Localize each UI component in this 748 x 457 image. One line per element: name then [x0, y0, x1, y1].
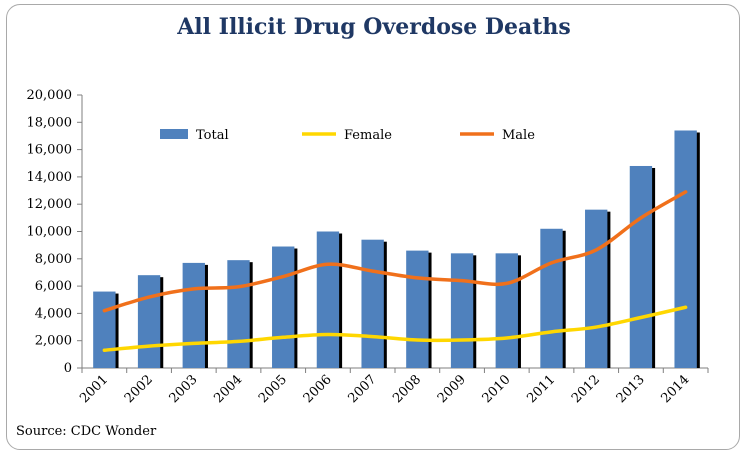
- bar-total: [450, 253, 474, 368]
- y-tick-label: 4,000: [35, 306, 72, 321]
- bar-total: [93, 291, 116, 368]
- legend: Total Female Male: [160, 128, 535, 143]
- x-tick-label: 2004: [211, 372, 245, 406]
- bar-total: [272, 246, 295, 368]
- y-tick-label: 14,000: [27, 170, 73, 185]
- line-male: [102, 190, 688, 313]
- bar-total: [406, 250, 429, 368]
- y-tick-label: 20,000: [27, 88, 73, 103]
- x-tick-label: 2007: [345, 372, 379, 406]
- x-tick-label: 2012: [569, 372, 603, 406]
- x-tick-label: 2014: [658, 372, 692, 406]
- x-tick-label: 2005: [256, 372, 290, 406]
- y-tick-label: 18,000: [27, 115, 73, 130]
- x-tick-label: 2006: [301, 372, 335, 406]
- bar-total: [495, 253, 518, 368]
- legend-label-male: Male: [502, 128, 535, 143]
- y-tick-label: 16,000: [27, 143, 73, 158]
- y-tick-label: 2,000: [35, 334, 72, 349]
- bar-total: [137, 275, 161, 368]
- legend-label-female: Female: [344, 128, 392, 143]
- x-tick-label: 2001: [77, 372, 111, 406]
- source-note: Source: CDC Wonder: [16, 424, 157, 439]
- x-tick-label: 2002: [122, 372, 156, 406]
- legend-label-total: Total: [196, 128, 229, 143]
- bar-total: [182, 262, 205, 368]
- bar-total: [316, 231, 340, 368]
- bar-series: [93, 130, 700, 368]
- chart-title: All Illicit Drug Overdose Deaths: [177, 14, 571, 40]
- legend-swatch-total: [160, 129, 188, 139]
- x-tick-label: 2011: [524, 372, 558, 406]
- x-tick-label: 2009: [435, 372, 469, 406]
- chart-frame: [6, 4, 740, 450]
- y-tick-label: 10,000: [27, 225, 73, 240]
- bar-total: [629, 165, 653, 368]
- x-tick-label: 2010: [480, 372, 514, 406]
- line-series: [102, 190, 688, 353]
- bar-total: [585, 209, 608, 368]
- x-tick-label: 2008: [390, 372, 424, 406]
- bar-total: [540, 228, 563, 368]
- line-female: [102, 305, 688, 353]
- x-tick-label: 2013: [614, 372, 648, 406]
- x-tick-label: 2003: [167, 372, 201, 406]
- y-tick-label: 12,000: [27, 197, 73, 212]
- bar-total: [674, 130, 697, 368]
- y-tick-label: 6,000: [35, 279, 72, 294]
- bar-total: [227, 260, 250, 368]
- y-tick-label: 0: [64, 361, 72, 376]
- y-tick-label: 8,000: [35, 252, 72, 267]
- bar-total: [361, 239, 384, 368]
